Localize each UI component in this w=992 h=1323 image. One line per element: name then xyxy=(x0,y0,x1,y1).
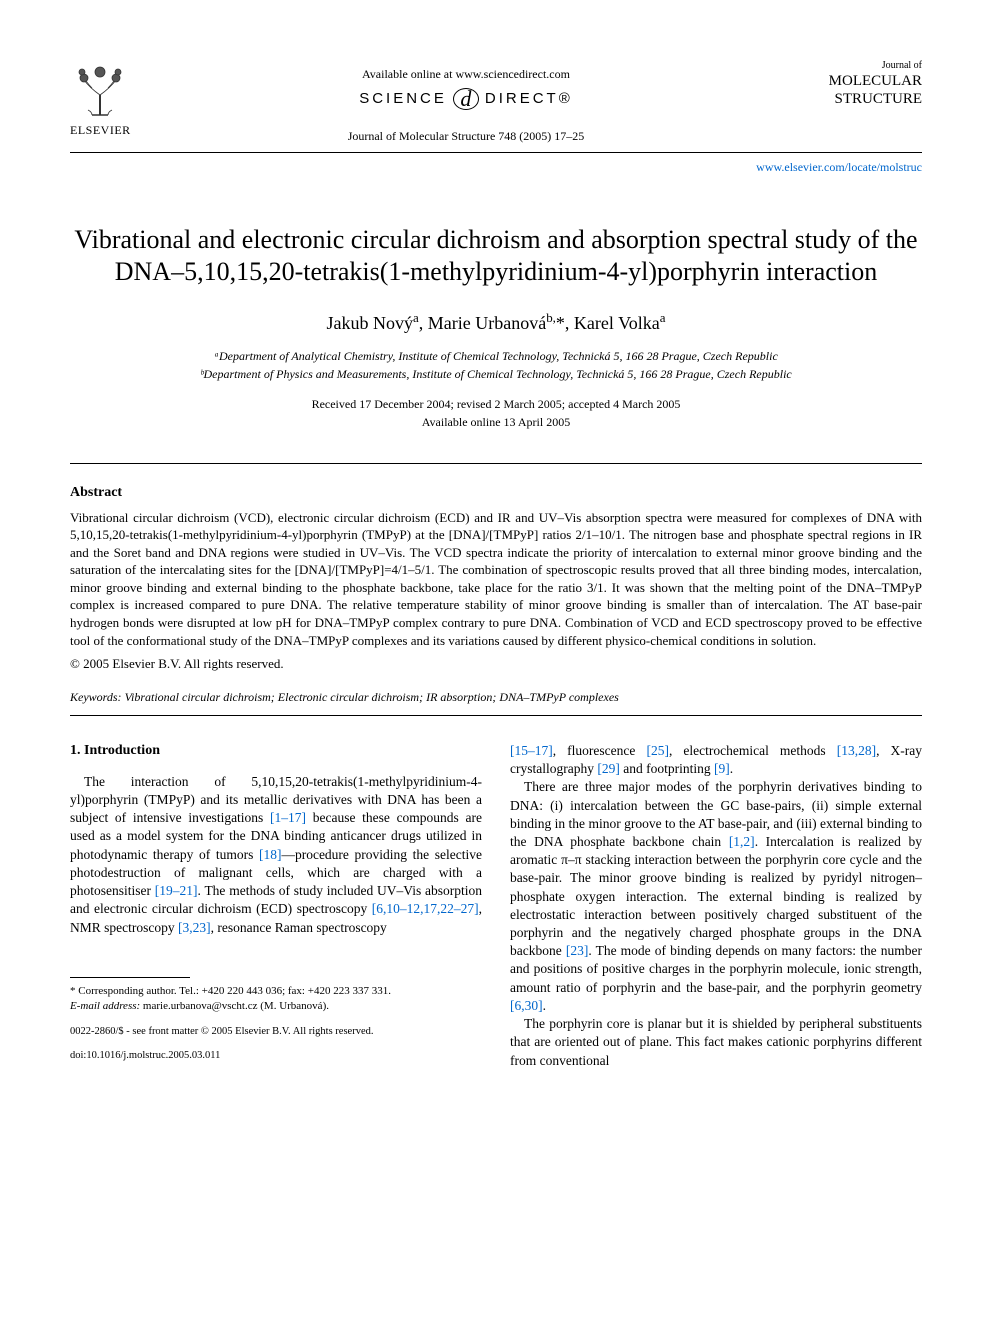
column-left: 1. Introduction The interaction of 5,10,… xyxy=(70,742,482,1070)
sd-left: SCIENCE xyxy=(359,89,447,109)
journal-box: Journal of MOLECULAR STRUCTURE xyxy=(742,60,922,108)
publisher-name: ELSEVIER xyxy=(70,122,131,138)
elsevier-logo: ELSEVIER xyxy=(70,60,131,138)
t: . Intercalation is realized by aromatic … xyxy=(510,834,922,958)
ref-3-23[interactable]: [3,23] xyxy=(178,920,211,935)
footnote-block: * Corresponding author. Tel.: +420 220 4… xyxy=(70,977,482,1064)
ref-19-21[interactable]: [19–21] xyxy=(155,883,198,898)
elsevier-tree-icon xyxy=(70,60,130,120)
available-line: Available online 13 April 2005 xyxy=(70,413,922,431)
footnote-rule xyxy=(70,977,190,978)
keywords-label: Keywords: xyxy=(70,690,122,704)
divider-top xyxy=(70,463,922,464)
corresponding-author: * Corresponding author. Tel.: +420 220 4… xyxy=(70,984,482,999)
divider-bottom xyxy=(70,715,922,716)
journal-title-block: Journal of MOLECULAR STRUCTURE xyxy=(742,60,922,108)
doi-line: doi:10.1016/j.molstruc.2005.03.011 xyxy=(70,1049,482,1064)
sd-at-icon: d xyxy=(453,88,479,110)
journal-label-2: STRUCTURE xyxy=(742,90,922,108)
header-center: Available online at www.sciencedirect.co… xyxy=(190,60,742,144)
t: , resonance Raman spectroscopy xyxy=(211,920,387,935)
t: . xyxy=(730,761,733,776)
affiliation-b: ᵇDepartment of Physics and Measurements,… xyxy=(70,365,922,383)
received-line: Received 17 December 2004; revised 2 Mar… xyxy=(70,395,922,413)
ref-18[interactable]: [18] xyxy=(259,847,282,862)
ref-25[interactable]: [25] xyxy=(646,743,669,758)
ref-1-2[interactable]: [1,2] xyxy=(729,834,755,849)
affiliation-a: ᵃDepartment of Analytical Chemistry, Ins… xyxy=(70,347,922,365)
intro-p1-right: [15–17], fluorescence [25], electrochemi… xyxy=(510,742,922,778)
ref-6-30[interactable]: [6,30] xyxy=(510,998,543,1013)
journal-citation: Journal of Molecular Structure 748 (2005… xyxy=(190,128,742,144)
t: , fluorescence xyxy=(553,743,647,758)
ref-9[interactable]: [9] xyxy=(714,761,730,776)
ref-13-28[interactable]: [13,28] xyxy=(837,743,876,758)
body-columns: 1. Introduction The interaction of 5,10,… xyxy=(70,742,922,1070)
available-online-text: Available online at www.sciencedirect.co… xyxy=(190,66,742,82)
journal-homepage-link[interactable]: www.elsevier.com/locate/molstruc xyxy=(70,159,922,175)
abstract-copyright: © 2005 Elsevier B.V. All rights reserved… xyxy=(70,655,922,673)
ref-6-27[interactable]: [6,10–12,17,22–27] xyxy=(372,901,479,916)
ref-29[interactable]: [29] xyxy=(597,761,620,776)
email-address: marie.urbanova@vscht.cz (M. Urbanová). xyxy=(140,1000,329,1012)
ref-1-17[interactable]: [1–17] xyxy=(270,810,306,825)
keywords-line: Keywords: Vibrational circular dichroism… xyxy=(70,689,922,705)
abstract-body: Vibrational circular dichroism (VCD), el… xyxy=(70,509,922,649)
journal-label-top: Journal of xyxy=(742,60,922,72)
email-line: E-mail address: marie.urbanova@vscht.cz … xyxy=(70,999,482,1014)
ref-23[interactable]: [23] xyxy=(566,943,589,958)
publisher-block: ELSEVIER xyxy=(70,60,190,141)
article-dates: Received 17 December 2004; revised 2 Mar… xyxy=(70,395,922,431)
intro-p1-left: The interaction of 5,10,15,20-tetrakis(1… xyxy=(70,773,482,937)
article-title: Vibrational and electronic circular dich… xyxy=(70,224,922,289)
t: and footprinting xyxy=(620,761,714,776)
issn-line: 0022-2860/$ - see front matter © 2005 El… xyxy=(70,1025,482,1040)
journal-label-1: MOLECULAR xyxy=(742,72,922,90)
journal-header: ELSEVIER Available online at www.science… xyxy=(70,60,922,153)
sciencedirect-logo: SCIENCE d DIRECT® xyxy=(359,88,573,110)
t: . xyxy=(543,998,546,1013)
ref-15-17[interactable]: [15–17] xyxy=(510,743,553,758)
intro-p2: There are three major modes of the porph… xyxy=(510,778,922,1015)
email-label: E-mail address: xyxy=(70,1000,140,1012)
sd-right: DIRECT® xyxy=(485,89,573,109)
intro-heading: 1. Introduction xyxy=(70,742,482,761)
authors-line: Jakub Novýa, Marie Urbanováb,*, Karel Vo… xyxy=(70,309,922,335)
intro-p3: The porphyrin core is planar but it is s… xyxy=(510,1015,922,1070)
t: , electrochemical methods xyxy=(669,743,837,758)
column-right: [15–17], fluorescence [25], electrochemi… xyxy=(510,742,922,1070)
abstract-heading: Abstract xyxy=(70,484,922,503)
keywords-text: Vibrational circular dichroism; Electron… xyxy=(122,690,619,704)
